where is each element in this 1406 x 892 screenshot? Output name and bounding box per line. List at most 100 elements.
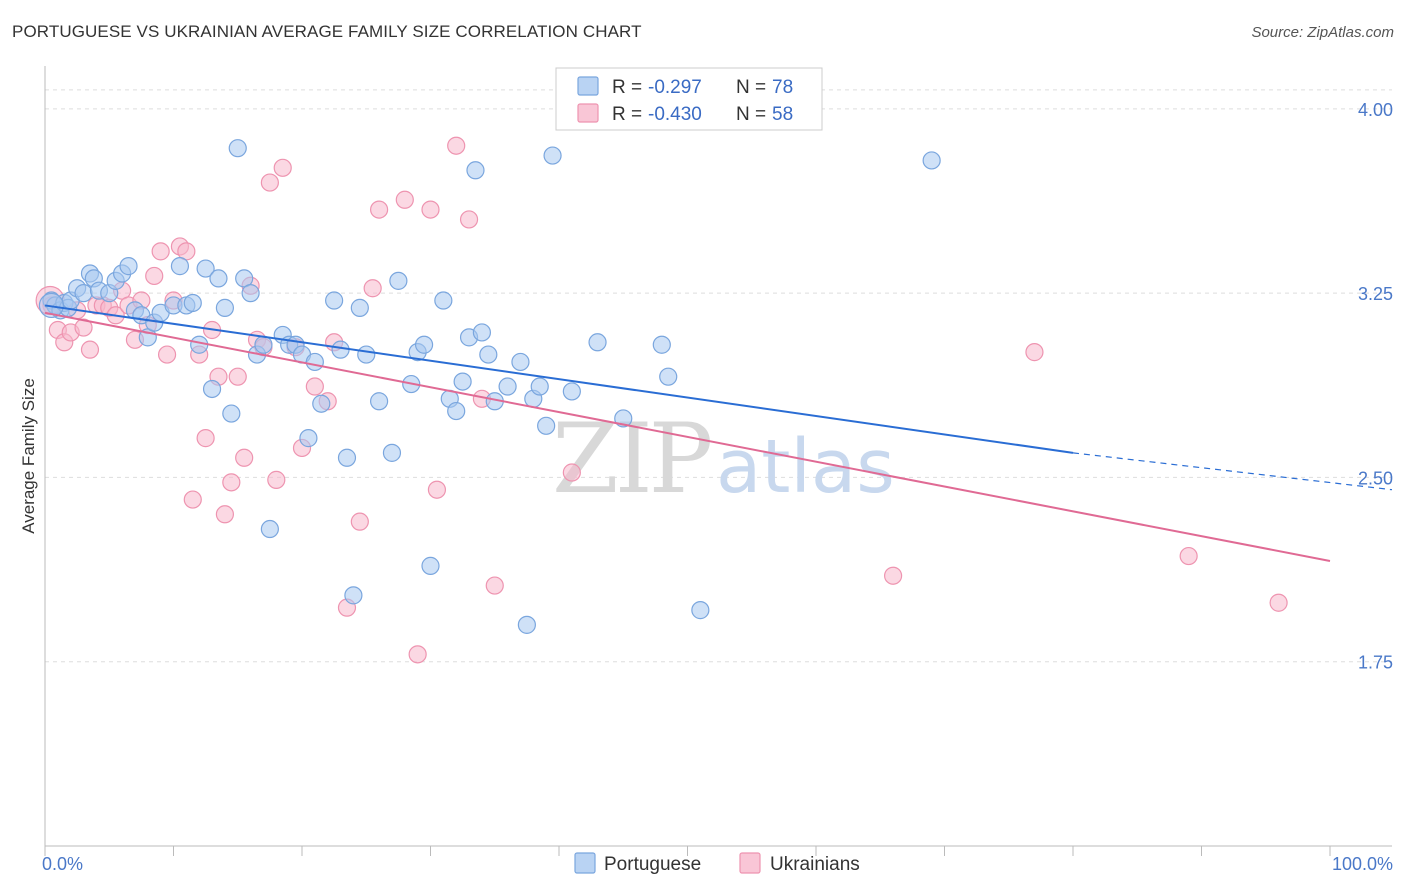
ukrainians-point (1025, 343, 1044, 362)
portuguese-point (530, 377, 549, 396)
chart-title: PORTUGUESE VS UKRAINIAN AVERAGE FAMILY S… (12, 22, 642, 41)
portuguese-point (659, 367, 678, 386)
portuguese-point (260, 519, 279, 539)
legend-swatch (577, 76, 599, 96)
ukrainians-point (408, 645, 427, 664)
portuguese-points (38, 139, 941, 634)
legend-n-value: 58 (772, 104, 793, 125)
portuguese-point (202, 379, 222, 399)
legend-swatch (577, 103, 599, 123)
portuguese-point (119, 257, 138, 276)
ukrainians-point (80, 340, 100, 359)
portuguese-point (466, 161, 485, 180)
portuguese-point (312, 394, 331, 413)
legend-label-ukrainians: Ukrainians (770, 854, 860, 875)
source-label: Source: ZipAtlas.com (1251, 24, 1394, 41)
portuguese-point (228, 139, 247, 158)
portuguese-point (215, 298, 234, 317)
ukrainians-point (447, 136, 466, 155)
legend-swatch-ukrainians (739, 852, 761, 874)
portuguese-point (517, 615, 536, 634)
portuguese-point (305, 352, 324, 372)
portuguese-point (357, 345, 376, 364)
portuguese-point (241, 284, 260, 303)
ukrainians-point (1269, 593, 1288, 612)
legend-r-value: -0.297 (648, 77, 702, 98)
y-tick-label: 4.00 (1358, 100, 1393, 120)
ukrainians-point (215, 505, 234, 524)
watermark-atlas: atlas (716, 424, 895, 510)
portuguese-point (389, 271, 408, 290)
legend-box: R = -0.297 N = 78 R = -0.430 N = 58 (555, 67, 823, 131)
ukrainians-point (151, 242, 170, 261)
ukrainians-point (157, 345, 177, 364)
portuguese-point (472, 323, 491, 342)
grid-layer: 1.75 2.50 3.25 4.00 (45, 89, 1393, 673)
ukrainians-point (74, 318, 93, 337)
x-tick-label: 100.0% (1332, 854, 1393, 874)
y-tick-label: 3.25 (1358, 284, 1393, 304)
axes-layer: 0.0% 100.0% (42, 66, 1393, 874)
portuguese-point (421, 556, 440, 575)
portuguese-trend-line (44, 304, 1074, 454)
legend-r-label: R = (612, 77, 642, 98)
portuguese-point (479, 345, 498, 364)
ukrainians-point (183, 490, 202, 509)
portuguese-point (537, 416, 556, 435)
portuguese-point (447, 401, 466, 421)
portuguese-point (325, 291, 344, 310)
ukrainians-point (235, 448, 254, 467)
ukrainians-point (427, 480, 447, 499)
ukrainians-point (350, 512, 369, 531)
ukrainians-point (883, 566, 903, 585)
portuguese-point (370, 392, 389, 411)
portuguese-point (588, 333, 607, 352)
watermark: ZIP atlas (552, 403, 895, 515)
ukrainians-point (260, 173, 279, 192)
portuguese-point (453, 372, 472, 391)
portuguese-point (209, 269, 228, 288)
legend-frame (555, 67, 823, 131)
legend-label-portuguese: Portuguese (604, 854, 701, 875)
ukrainians-trend-line (44, 311, 1331, 562)
portuguese-point (691, 601, 710, 620)
ukrainians-point (228, 367, 247, 386)
portuguese-point (299, 429, 318, 448)
bottom-legend: Portuguese Ukrainians (574, 852, 860, 875)
portuguese-point (254, 335, 273, 354)
legend-n-value: 78 (772, 77, 793, 98)
portuguese-point (434, 291, 453, 310)
ukrainians-point (196, 429, 215, 448)
ukrainians-points (35, 136, 1288, 664)
trend-lines (44, 304, 1393, 562)
ukrainians-point (363, 279, 382, 298)
portuguese-point (498, 377, 517, 396)
x-tick-label: 0.0% (42, 854, 83, 874)
portuguese-trend-extension (1072, 452, 1393, 491)
legend-r-label: R = (612, 104, 642, 125)
ukrainians-point (421, 200, 440, 219)
legend-swatch-portuguese (574, 852, 596, 874)
portuguese-point (414, 335, 434, 354)
ukrainians-point (273, 158, 292, 177)
portuguese-point (922, 151, 941, 170)
portuguese-point (170, 257, 190, 276)
y-tick-label: 1.75 (1358, 653, 1393, 673)
portuguese-point (652, 335, 671, 354)
portuguese-point (183, 293, 202, 313)
portuguese-point (382, 443, 402, 462)
portuguese-point (74, 284, 93, 303)
ukrainians-point (1179, 546, 1198, 566)
ukrainians-point (370, 200, 389, 219)
ukrainians-point (267, 470, 286, 489)
ukrainians-point (459, 210, 479, 229)
ukrainians-point (145, 266, 164, 286)
portuguese-point (222, 404, 241, 423)
portuguese-point (196, 259, 215, 278)
portuguese-point (344, 586, 363, 605)
ukrainians-point (222, 473, 241, 492)
y-axis-label: Average Family Size (19, 378, 38, 534)
y-tick-label: 2.50 (1358, 468, 1393, 488)
ukrainians-point (562, 463, 581, 482)
